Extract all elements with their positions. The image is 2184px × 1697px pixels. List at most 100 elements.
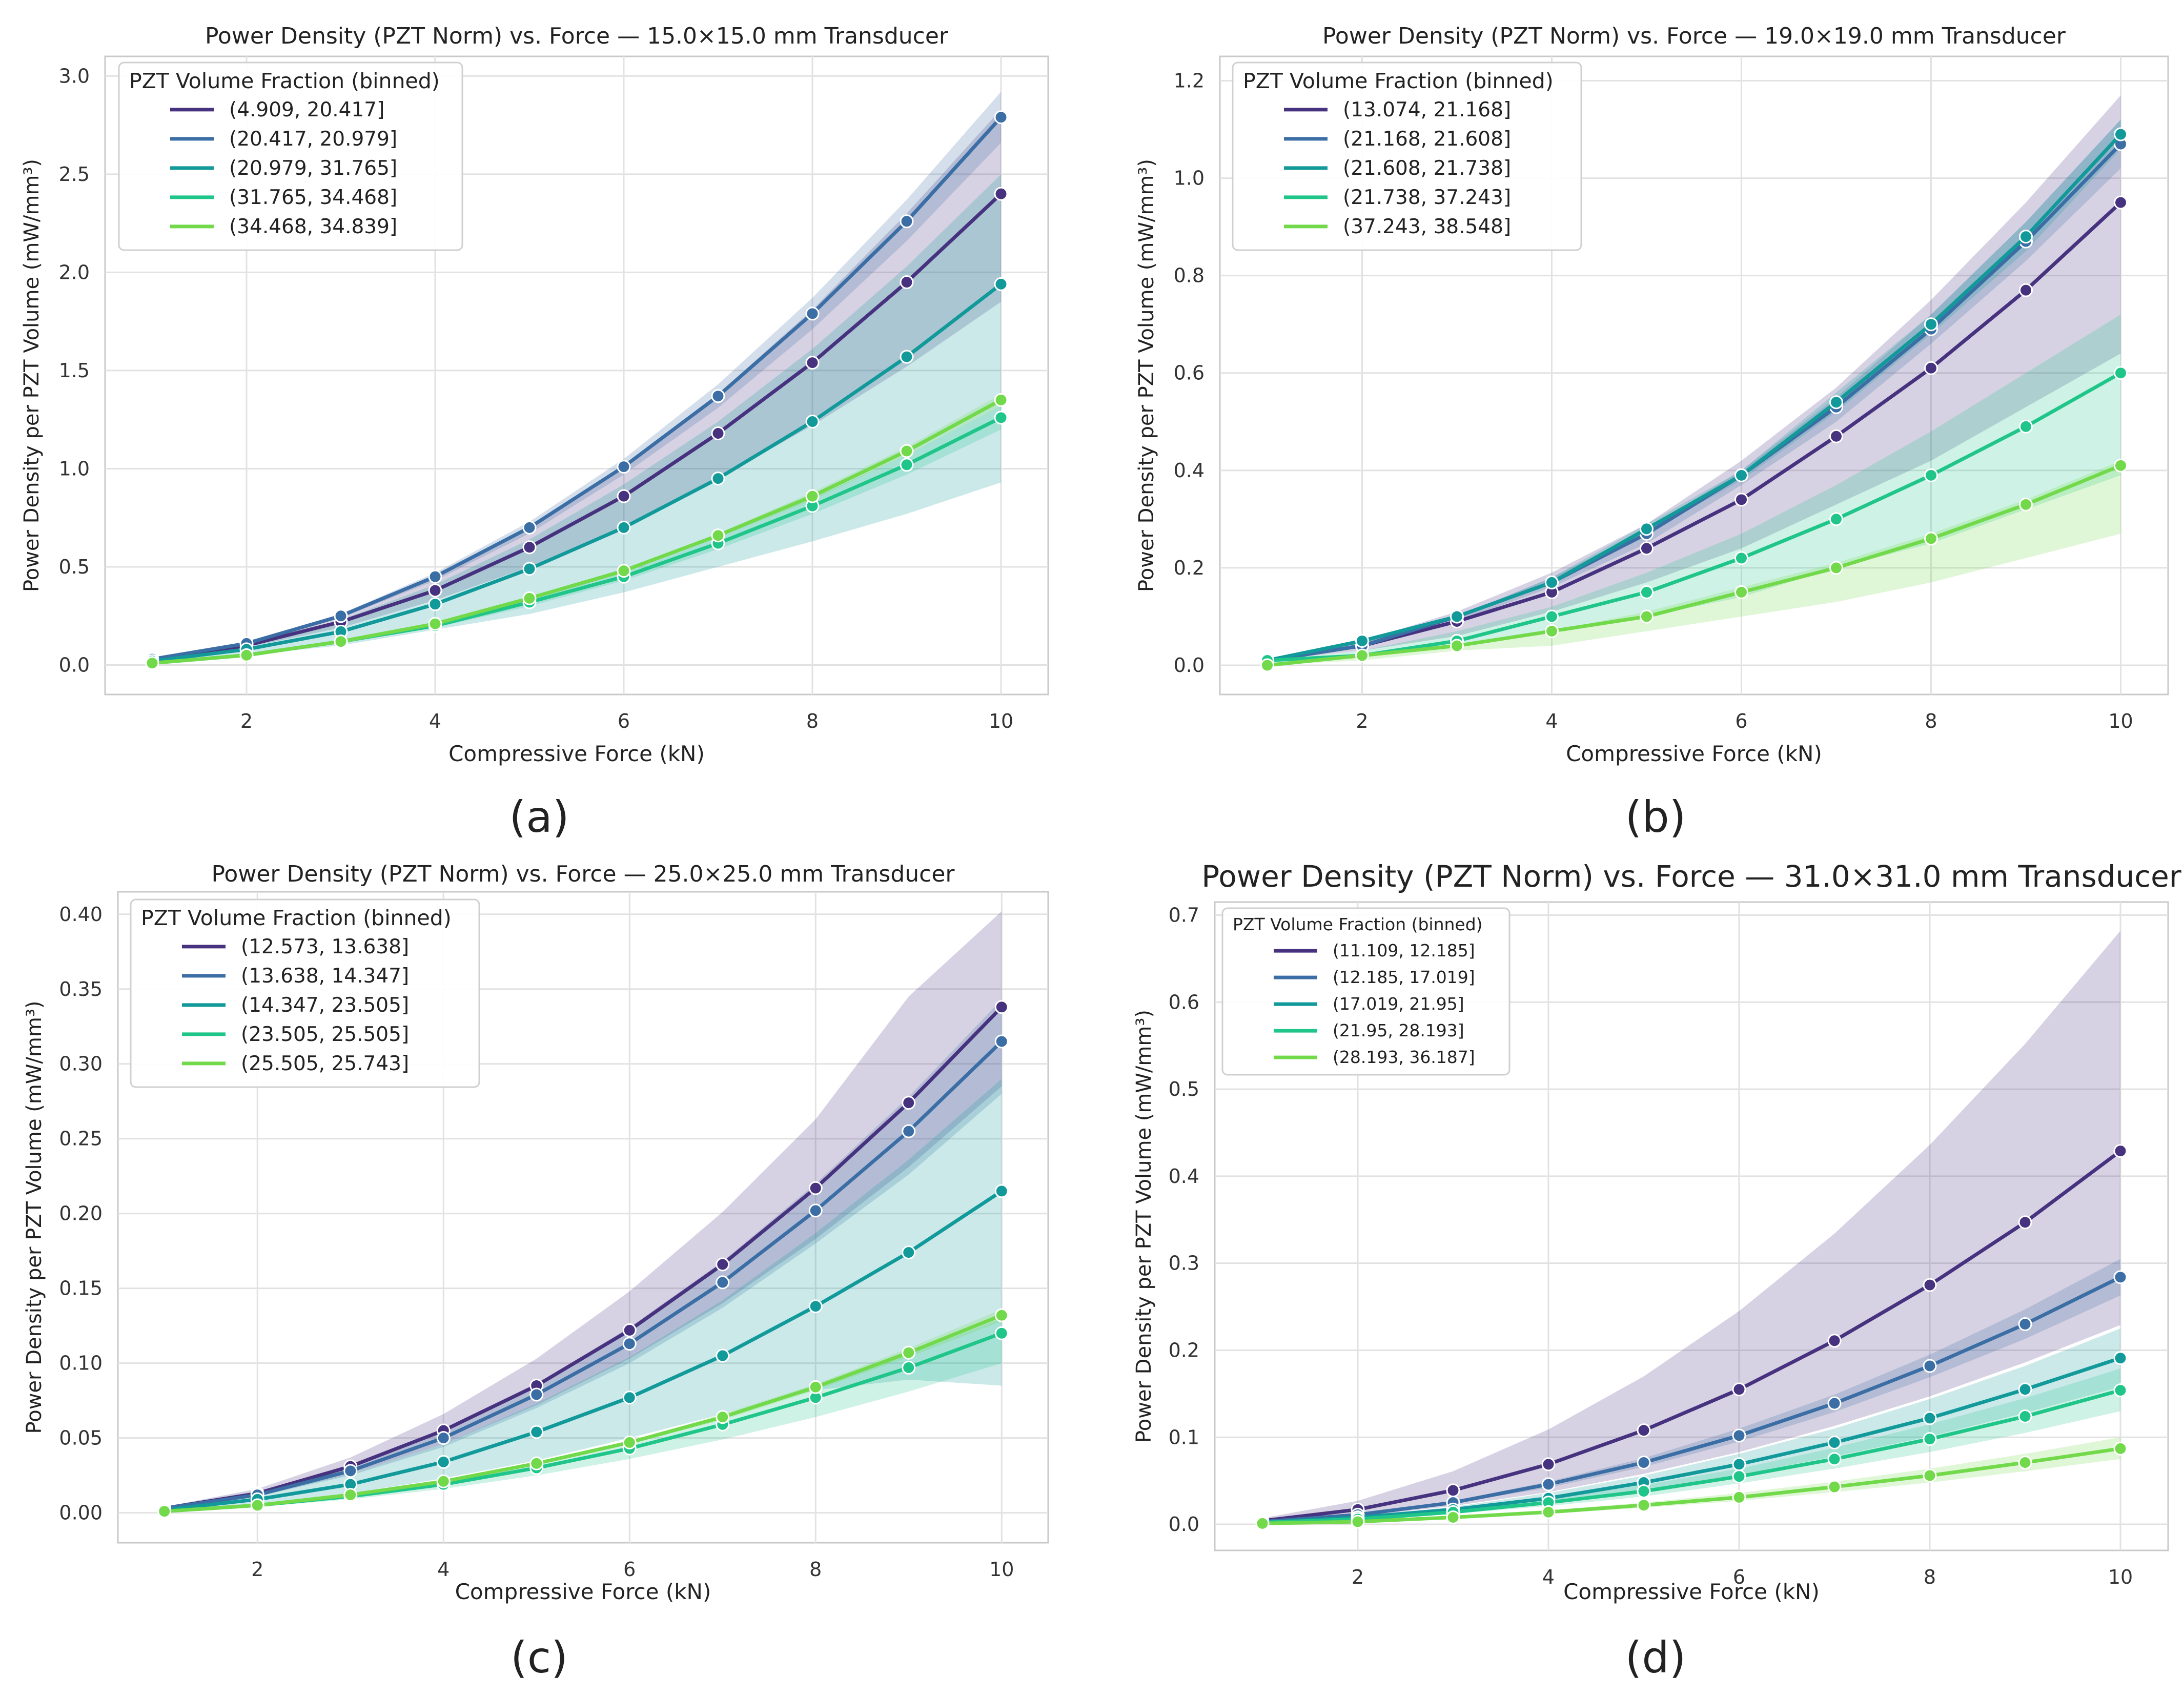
caption-b: (b)	[1625, 792, 1686, 842]
data-point	[1829, 561, 1843, 575]
data-point	[436, 1474, 451, 1488]
y-axis-label: Power Density per PZT Volume (mW/mm³)	[23, 1001, 46, 1434]
data-point	[994, 393, 1008, 407]
data-point	[2018, 1215, 2032, 1230]
y-tick-label: 0.6	[1174, 362, 1205, 384]
data-point	[902, 1124, 916, 1138]
data-point	[808, 1203, 823, 1218]
data-point	[1637, 1456, 1651, 1470]
x-tick-label: 8	[809, 1558, 822, 1581]
data-point	[900, 444, 914, 458]
series-line	[164, 1006, 1003, 1510]
y-tick-label: 0.5	[1169, 1078, 1199, 1100]
legend-label: (21.168, 21.608]	[1343, 128, 1511, 151]
series-band	[152, 109, 1001, 661]
legend-label: (21.95, 28.193]	[1333, 1020, 1464, 1040]
series-band	[152, 174, 1001, 663]
y-tick-label: 1.5	[59, 359, 90, 382]
x-tick-label: 10	[2108, 710, 2133, 732]
data-point	[1355, 648, 1369, 663]
x-tick-label: 2	[240, 710, 253, 732]
data-point	[805, 415, 820, 429]
legend-label: (20.417, 20.979]	[229, 128, 397, 151]
data-point	[2019, 419, 2033, 434]
data-point	[1829, 512, 1843, 526]
data-point	[1446, 1483, 1460, 1498]
data-point	[1446, 1510, 1460, 1524]
chart-title: Power Density (PZT Norm) vs. Force — 25.…	[211, 861, 955, 887]
data-point	[808, 1299, 823, 1314]
data-point	[2114, 127, 2128, 141]
data-point	[1732, 1382, 1746, 1397]
data-point	[711, 389, 725, 403]
data-point	[2113, 1441, 2128, 1456]
x-tick-label: 10	[989, 710, 1013, 732]
legend-label: (13.074, 21.168]	[1343, 98, 1511, 121]
y-tick-label: 0.5	[59, 556, 90, 578]
data-point	[1355, 633, 1369, 648]
y-axis-label: Power Density per PZT Volume (mW/mm³)	[1135, 159, 1158, 592]
data-point	[994, 1184, 1009, 1198]
x-tick-label: 6	[1733, 1566, 1745, 1588]
legend-title: PZT Volume Fraction (binned)	[141, 906, 452, 930]
data-point	[250, 1498, 264, 1512]
legend-label: (12.185, 17.019]	[1333, 967, 1475, 987]
data-point	[239, 648, 254, 662]
data-point	[343, 1488, 358, 1502]
data-point	[1545, 575, 1559, 589]
caption-c: (c)	[511, 1632, 568, 1683]
series-band	[1267, 314, 2121, 665]
series-line	[1262, 1388, 2121, 1525]
data-point	[1545, 624, 1559, 638]
y-tick-label: 0.8	[1174, 264, 1205, 287]
data-point	[1827, 1334, 1842, 1348]
caption-d: (d)	[1625, 1632, 1686, 1683]
data-point	[1734, 585, 1748, 599]
data-point	[529, 1425, 544, 1439]
data-point	[1924, 531, 1938, 546]
data-point	[157, 1504, 172, 1519]
data-point	[1829, 395, 1843, 410]
x-axis-label: Compressive Force (kN)	[448, 741, 705, 766]
data-point	[900, 458, 914, 472]
data-point	[1923, 1468, 1937, 1483]
data-point	[145, 656, 159, 670]
y-tick-label: 0.2	[1174, 557, 1205, 579]
data-point	[1732, 1457, 1746, 1471]
legend-label: (13.638, 14.347]	[241, 965, 409, 988]
x-tick-label: 8	[806, 710, 819, 732]
x-tick-label: 4	[429, 710, 441, 732]
data-point	[522, 562, 537, 576]
x-tick-label: 6	[1735, 710, 1747, 732]
data-point	[1640, 541, 1654, 556]
series-line	[164, 1189, 1003, 1512]
data-point	[1924, 361, 1938, 375]
data-point	[622, 1435, 637, 1449]
y-tick-label: 0.6	[1169, 991, 1199, 1013]
x-tick-label: 2	[1352, 1566, 1364, 1588]
data-point	[1351, 1515, 1365, 1529]
y-tick-label: 0.00	[59, 1502, 103, 1524]
data-point	[428, 569, 442, 584]
y-tick-label: 0.40	[59, 903, 103, 926]
data-point	[436, 1431, 451, 1445]
data-point	[436, 1455, 451, 1469]
chart-c-svg: 2 4 6 8 10 0.00 0.05 0.10 0.15 0.20 0.25 0.30 0.35 0.…	[23, 861, 1049, 1604]
x-tick-label: 2	[251, 1558, 263, 1581]
series-band	[1262, 1328, 2120, 1523]
data-point	[1827, 1396, 1842, 1410]
legend-label: (4.909, 20.417]	[229, 98, 384, 121]
series-band	[1267, 460, 2121, 665]
series-band	[1262, 1368, 2120, 1524]
data-point	[2019, 283, 2033, 297]
legend-label: (20.979, 31.765]	[229, 157, 397, 180]
legend-label: (14.347, 23.505]	[241, 994, 409, 1017]
y-axis-label: Power Density per PZT Volume (mW/mm³)	[20, 159, 44, 592]
data-point	[522, 591, 537, 605]
data-point	[2019, 230, 2033, 244]
x-axis-label: Compressive Force (kN)	[1563, 1579, 1820, 1604]
y-tick-label: 2.0	[59, 261, 90, 283]
y-tick-label: 1.2	[1174, 70, 1205, 92]
data-point	[716, 1410, 730, 1424]
data-point	[902, 1245, 916, 1260]
